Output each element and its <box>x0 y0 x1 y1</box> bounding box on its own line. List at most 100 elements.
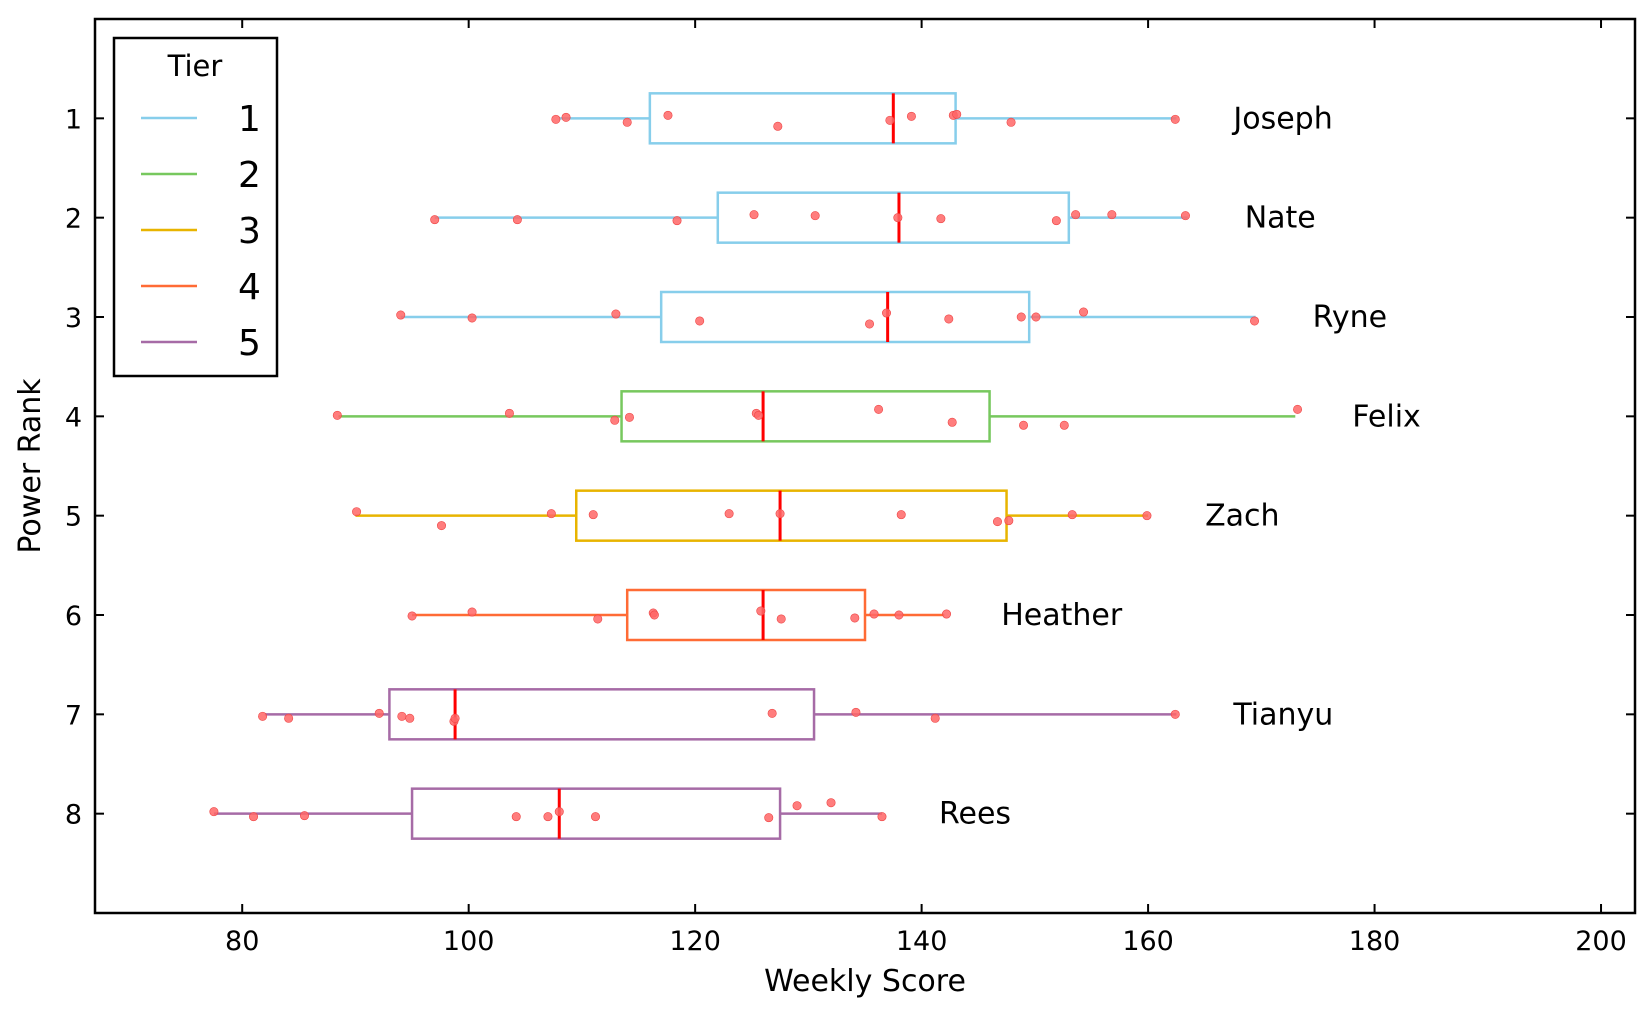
data-point <box>851 707 861 717</box>
y-tick-label: 6 <box>65 601 82 632</box>
data-point <box>249 812 259 822</box>
data-point <box>942 609 952 619</box>
data-point <box>1016 312 1026 322</box>
data-point <box>896 510 906 520</box>
data-point <box>893 213 903 223</box>
data-point <box>407 611 417 621</box>
box-rees: Rees <box>209 787 1011 840</box>
plot-frame <box>93 17 1637 915</box>
series-label: Felix <box>1352 399 1421 434</box>
legend-item-5: 5 <box>141 323 261 364</box>
series-label: Ryne <box>1313 300 1387 335</box>
legend-item-1: 1 <box>141 99 261 140</box>
data-point <box>930 713 940 723</box>
x-tick-label: 200 <box>1575 926 1627 957</box>
data-point <box>874 404 884 414</box>
iqr-box <box>625 588 867 642</box>
data-point <box>865 319 875 329</box>
legend-box <box>112 36 279 378</box>
data-point <box>792 801 802 811</box>
data-point <box>944 314 954 324</box>
x-tick-label: 140 <box>896 926 948 957</box>
legend-item-2: 2 <box>141 155 261 196</box>
data-point <box>850 613 860 623</box>
data-point <box>467 607 477 617</box>
data-point <box>1031 312 1041 322</box>
box-felix: Felix <box>332 390 1421 443</box>
legend-label: 2 <box>238 155 261 196</box>
data-point <box>374 708 384 718</box>
legend-title: Tier <box>167 49 223 83</box>
data-point <box>810 211 820 221</box>
data-point <box>299 811 309 821</box>
x-tick-label: 120 <box>669 926 721 957</box>
data-point <box>611 309 621 319</box>
data-point <box>1067 510 1077 520</box>
data-point <box>992 517 1002 527</box>
iqr-box <box>659 290 1031 344</box>
data-point <box>1051 216 1061 226</box>
legend-label: 1 <box>238 99 261 140</box>
data-point <box>332 410 342 420</box>
y-axis-title: Power Rank <box>13 378 48 554</box>
data-point <box>450 713 460 723</box>
data-point <box>554 807 564 817</box>
y-axis: 1 2 3 4 5 6 7 8 <box>65 104 1635 831</box>
legend-label: 5 <box>238 323 261 364</box>
data-point <box>1107 210 1117 220</box>
legend-label: 4 <box>238 267 261 308</box>
data-point <box>724 509 734 519</box>
data-point <box>561 112 571 122</box>
data-point <box>430 215 440 225</box>
data-point <box>885 115 895 125</box>
x-tick-label: 100 <box>443 926 495 957</box>
data-point <box>649 610 659 620</box>
y-tick-label: 7 <box>65 700 82 731</box>
y-tick-label: 4 <box>65 402 82 433</box>
data-point <box>894 610 904 620</box>
y-tick-label: 3 <box>65 303 82 334</box>
data-point <box>624 412 634 422</box>
data-point <box>1170 114 1180 124</box>
data-point <box>546 509 556 519</box>
data-point <box>1006 117 1016 127</box>
data-point <box>1142 511 1152 521</box>
data-point <box>512 215 522 225</box>
data-point <box>622 117 632 127</box>
y-tick-label: 5 <box>65 502 82 533</box>
data-point <box>749 210 759 220</box>
data-point <box>756 606 766 616</box>
legend-item-3: 3 <box>141 211 261 252</box>
plot-layer: Joseph Nate Ryne Felix Zach Heather Tianyu Rees <box>209 92 1421 840</box>
data-point <box>882 308 892 318</box>
y-tick-label: 1 <box>65 104 82 135</box>
data-point <box>1004 516 1014 526</box>
data-point <box>1250 316 1260 326</box>
x-axis-title: Weekly Score <box>764 964 966 999</box>
data-point <box>551 114 561 124</box>
data-point <box>764 813 774 823</box>
data-point <box>504 408 514 418</box>
data-point <box>543 812 553 822</box>
data-point <box>284 713 294 723</box>
data-point <box>1293 404 1303 414</box>
data-point <box>869 609 879 619</box>
data-point <box>610 415 620 425</box>
data-point <box>1079 307 1089 317</box>
iqr-box <box>410 787 782 840</box>
legend-item-4: 4 <box>141 267 261 308</box>
series-label: Joseph <box>1231 101 1332 136</box>
series-label: Heather <box>1001 598 1123 633</box>
box-heather: Heather <box>407 588 1123 642</box>
series-label: Nate <box>1245 201 1316 236</box>
data-point <box>258 711 268 721</box>
data-point <box>877 812 887 822</box>
data-point <box>952 109 962 119</box>
data-point <box>436 521 446 531</box>
series-label: Rees <box>939 797 1011 832</box>
iqr-box <box>575 489 1008 542</box>
data-point <box>1071 210 1081 220</box>
data-point <box>663 110 673 120</box>
data-point <box>397 711 407 721</box>
